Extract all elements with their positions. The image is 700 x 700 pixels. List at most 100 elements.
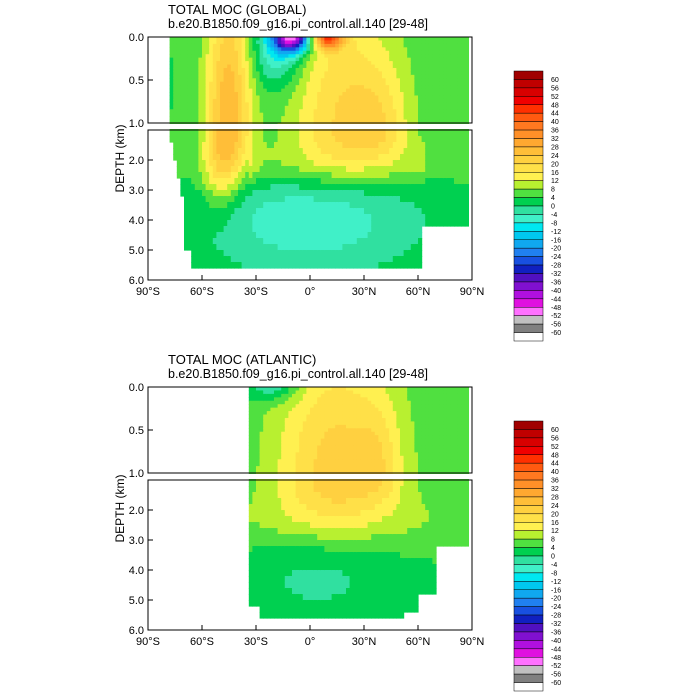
- contour-cell: [410, 54, 415, 59]
- contour-cell: [299, 452, 304, 457]
- contour-cell: [252, 390, 257, 395]
- contour-cell: [331, 116, 336, 121]
- contour-cell: [191, 226, 196, 233]
- contour-cell: [313, 469, 318, 474]
- contour-cell: [295, 414, 300, 419]
- contour-cell: [270, 37, 275, 42]
- axis-break-gap: [147, 124, 473, 129]
- contour-cell: [457, 78, 462, 83]
- contour-cell: [274, 196, 279, 203]
- contour-cell: [382, 196, 387, 203]
- contour-cell: [414, 116, 419, 121]
- contour-cell: [295, 466, 300, 471]
- contour-cell: [270, 417, 275, 422]
- contour-cell: [216, 61, 221, 66]
- contour-cell: [245, 57, 250, 62]
- contour-cell: [335, 202, 340, 209]
- contour-cell: [392, 238, 397, 245]
- contour-cell: [396, 47, 401, 52]
- contour-cell: [281, 438, 286, 443]
- contour-cell: [241, 54, 246, 59]
- contour-cell: [299, 411, 304, 416]
- contour-cell: [328, 455, 333, 460]
- contour-cell: [223, 47, 228, 52]
- contour-cell: [284, 393, 289, 398]
- contour-cell: [248, 387, 253, 392]
- contour-cell: [295, 546, 300, 553]
- contour-cell: [263, 414, 268, 419]
- contour-cell: [364, 160, 369, 167]
- contour-cell: [464, 71, 469, 76]
- contour-cell: [274, 40, 279, 45]
- contour-cell: [407, 154, 412, 161]
- contour-cell: [288, 438, 293, 443]
- contour-cell: [234, 61, 239, 66]
- contour-cell: [295, 256, 300, 263]
- contour-cell: [428, 116, 433, 121]
- contour-cell: [266, 438, 271, 443]
- contour-cell: [317, 142, 322, 149]
- contour-cell: [284, 442, 289, 447]
- contour-cell: [259, 214, 264, 221]
- contour-cell: [346, 105, 351, 110]
- contour-cell: [187, 214, 192, 221]
- contour-cell: [252, 510, 257, 517]
- contour-cell: [263, 256, 268, 263]
- contour-cell: [338, 256, 343, 263]
- contour-cell: [252, 74, 257, 79]
- colorbar-label: -8: [551, 220, 557, 227]
- contour-cell: [292, 226, 297, 233]
- contour-cell: [270, 582, 275, 589]
- contour-cell: [349, 172, 354, 179]
- contour-cell: [299, 64, 304, 69]
- contour-cell: [306, 47, 311, 52]
- contour-cell: [259, 576, 264, 583]
- contour-cell: [245, 232, 250, 239]
- contour-cell: [284, 136, 289, 143]
- contour-cell: [212, 47, 217, 52]
- contour-cell: [194, 98, 199, 103]
- contour-cell: [230, 184, 235, 191]
- contour-cell: [385, 102, 390, 107]
- contour-cell: [389, 64, 394, 69]
- contour-cell: [234, 119, 239, 124]
- contour-cell: [234, 184, 239, 191]
- contour-cell: [302, 88, 307, 93]
- contour-cell: [238, 208, 243, 215]
- contour-cell: [320, 448, 325, 453]
- contour-cell: [259, 442, 264, 447]
- contour-cell: [306, 397, 311, 402]
- contour-cell: [407, 148, 412, 155]
- contour-cell: [194, 67, 199, 72]
- contour-cell: [374, 220, 379, 227]
- contour-cell: [205, 67, 210, 72]
- contour-cell: [436, 54, 441, 59]
- contour-cell: [299, 498, 304, 505]
- contour-cell: [252, 47, 257, 52]
- contour-cell: [306, 504, 311, 511]
- contour-cell: [320, 50, 325, 55]
- contour-cell: [306, 148, 311, 155]
- contour-cell: [400, 226, 405, 233]
- contour-cell: [248, 214, 253, 221]
- contour-cell: [306, 414, 311, 419]
- contour-cell: [378, 214, 383, 221]
- contour-cell: [392, 50, 397, 55]
- contour-cell: [317, 178, 322, 185]
- contour-cell: [198, 166, 203, 173]
- contour-cell: [346, 85, 351, 90]
- contour-cell: [400, 67, 405, 72]
- contour-cell: [317, 119, 322, 124]
- contour-cell: [238, 190, 243, 197]
- contour-cell: [173, 47, 178, 52]
- contour-cell: [288, 220, 293, 227]
- contour-cell: [313, 67, 318, 72]
- contour-cell: [457, 142, 462, 149]
- contour-cell: [306, 61, 311, 66]
- contour-cell: [328, 116, 333, 121]
- contour-cell: [191, 172, 196, 179]
- contour-cell: [364, 112, 369, 117]
- contour-cell: [331, 202, 336, 209]
- contour-cell: [356, 88, 361, 93]
- contour-cell: [356, 37, 361, 42]
